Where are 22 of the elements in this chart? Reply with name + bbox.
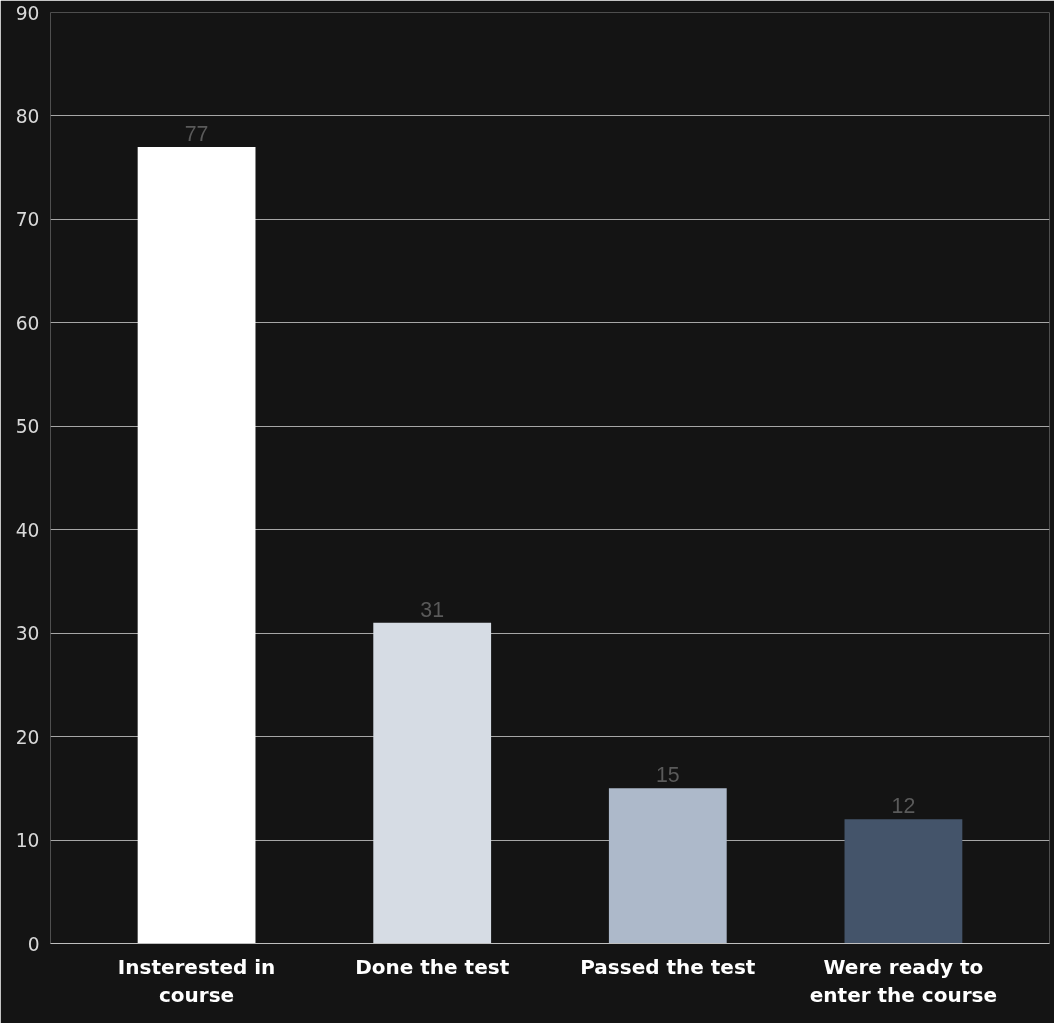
bar: [608, 788, 727, 944]
y-tick-label: 10: [15, 830, 40, 852]
data-label: 15: [655, 763, 680, 788]
y-tick-label: 90: [15, 2, 40, 24]
bar: [844, 819, 963, 944]
y-tick-label: 70: [15, 209, 40, 231]
data-label: 31: [420, 597, 445, 622]
y-tick-label: 80: [15, 105, 40, 127]
bar: [373, 622, 492, 944]
bar: [137, 146, 256, 944]
y-tick-label: 30: [15, 623, 40, 645]
x-tick-label: Insterested in course: [117, 954, 276, 1008]
y-tick-label: 40: [15, 519, 40, 541]
data-label: 77: [184, 121, 209, 146]
x-tick-label: Done the test: [355, 954, 510, 979]
y-tick-label: 0: [27, 933, 40, 955]
x-tick-label: Were ready to enter the course: [809, 954, 998, 1008]
y-tick-label: 60: [15, 312, 40, 334]
y-tick-label: 50: [15, 416, 40, 438]
y-tick-label: 20: [15, 726, 40, 748]
x-tick-label: Passed the test: [580, 954, 756, 979]
data-label: 12: [891, 794, 916, 819]
